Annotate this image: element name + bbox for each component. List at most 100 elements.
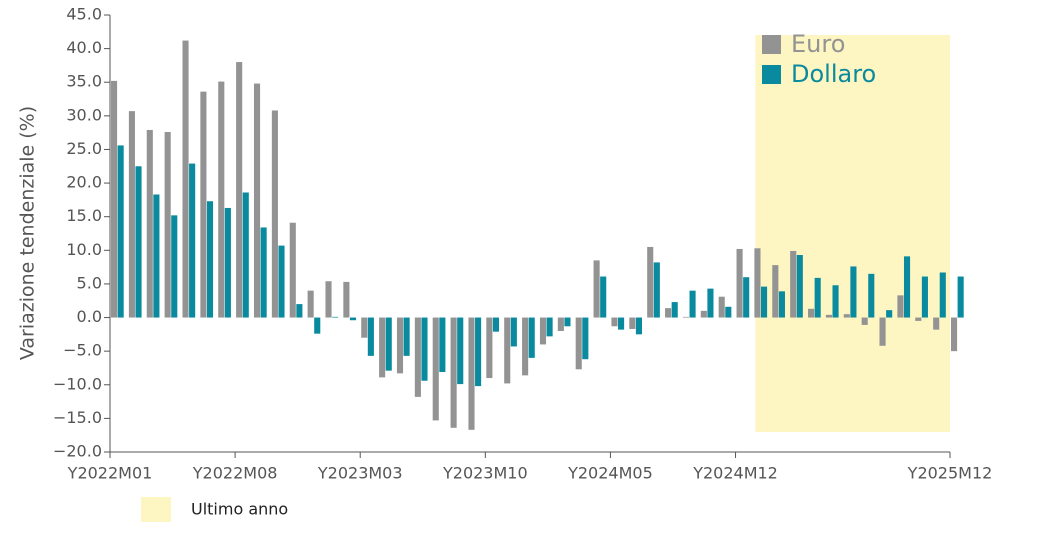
bar [224, 207, 231, 318]
bar [349, 317, 357, 321]
bar [314, 317, 321, 334]
bar [296, 304, 303, 318]
bar [403, 317, 410, 356]
y-tick-label: 20.0 [66, 173, 102, 192]
bar [939, 272, 946, 318]
bar [951, 317, 958, 352]
y-tick-label: 35.0 [66, 72, 102, 91]
bar [379, 317, 386, 378]
x-tick-label: Y2023M03 [317, 464, 403, 483]
bar [933, 317, 940, 330]
bar [808, 308, 815, 318]
bar [522, 317, 529, 376]
legend-swatch [762, 65, 781, 84]
bar [414, 317, 421, 397]
legend-label: Euro [791, 30, 845, 58]
y-tick-label: −15.0 [53, 408, 102, 427]
legend-label: Dollaro [791, 60, 876, 88]
y-tick-label: 45.0 [66, 5, 102, 24]
bar [492, 317, 500, 332]
bar [343, 281, 350, 318]
bar [439, 317, 446, 372]
bar [218, 81, 225, 318]
bar [200, 91, 207, 318]
y-tick-label: 30.0 [66, 105, 102, 124]
bar [385, 317, 392, 371]
bar [171, 215, 178, 318]
bar [332, 316, 339, 318]
y-tick-label: −5.0 [63, 341, 102, 360]
bar [271, 110, 278, 318]
bar [796, 255, 803, 318]
bar [825, 314, 832, 318]
y-axis-label: Variazione tendenziale (%) [17, 106, 39, 360]
bar [367, 317, 374, 356]
bar [182, 40, 189, 318]
bar [582, 317, 589, 360]
bar [921, 276, 928, 318]
legend-swatch [762, 35, 781, 54]
bar [700, 310, 707, 318]
bar [539, 317, 547, 345]
bar [504, 317, 511, 384]
bar [761, 286, 768, 318]
bar [725, 306, 732, 318]
legend-swatch [141, 497, 171, 522]
bar [671, 302, 678, 318]
bar [475, 317, 482, 387]
bar [135, 166, 142, 318]
legend-label: Ultimo anno [191, 500, 288, 519]
y-tick-label: 25.0 [66, 139, 102, 158]
bar [510, 317, 517, 347]
bar [897, 295, 904, 318]
bar [868, 273, 875, 318]
bar [814, 277, 821, 318]
highlight-band [755, 35, 950, 432]
bar [718, 296, 725, 318]
bar [665, 308, 672, 318]
bar [432, 317, 439, 421]
bar [117, 145, 124, 318]
y-tick-label: 0.0 [77, 307, 102, 326]
bar [778, 291, 785, 318]
bar [635, 317, 642, 335]
bar [421, 317, 428, 381]
y-tick-label: 40.0 [66, 38, 102, 57]
bar [253, 83, 261, 318]
bar [647, 246, 654, 318]
x-tick-label: Y2023M10 [442, 464, 528, 483]
bar [546, 317, 553, 337]
bar [861, 317, 868, 325]
bar [242, 192, 249, 318]
bar [850, 266, 857, 318]
bar [396, 317, 404, 374]
bar [618, 317, 625, 330]
bar [886, 310, 893, 318]
bar [457, 317, 464, 385]
bar [611, 317, 618, 327]
bar [289, 222, 296, 318]
bar [879, 317, 886, 346]
bar [164, 131, 171, 318]
bar [468, 317, 475, 430]
bar [153, 194, 160, 318]
bar [903, 256, 911, 318]
x-tick-label: Y2022M08 [192, 464, 278, 483]
bar [593, 260, 600, 318]
bar [146, 129, 153, 318]
bar [957, 276, 964, 318]
bar [236, 62, 243, 318]
x-tick-label: Y2022M01 [67, 464, 153, 483]
bar [111, 80, 118, 318]
y-tick-label: 5.0 [77, 273, 102, 292]
bar [278, 245, 285, 318]
bar [528, 317, 535, 358]
bar [689, 290, 696, 318]
bar [575, 317, 582, 370]
bar [307, 290, 314, 318]
bar [361, 317, 368, 338]
bar [260, 227, 267, 318]
y-tick-label: 15.0 [66, 206, 102, 225]
bar [843, 314, 850, 318]
